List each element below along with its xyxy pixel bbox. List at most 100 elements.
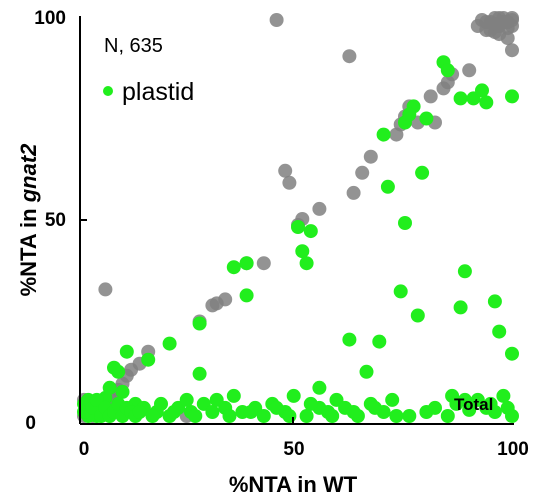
plastid-point-112 xyxy=(303,396,318,411)
plastid-point-15 xyxy=(457,264,472,279)
plastid-point-16 xyxy=(453,300,468,315)
plastid-point-32 xyxy=(393,284,408,299)
total-point-43 xyxy=(256,256,271,271)
plastid-point-109 xyxy=(243,405,258,419)
legend-plastid-marker xyxy=(103,86,113,96)
plastid-point-4 xyxy=(475,83,489,98)
plastid-point-57 xyxy=(115,384,130,399)
total-point-3 xyxy=(462,63,477,78)
plastid-point-65 xyxy=(205,405,220,419)
plastid-point-106 xyxy=(188,409,203,423)
total-point-34 xyxy=(389,127,404,142)
plastid-point-102 xyxy=(145,409,160,423)
plastid-point-46 xyxy=(162,336,177,351)
plastid-point-116 xyxy=(389,409,404,423)
y-tick-label-100: 100 xyxy=(34,8,66,29)
total-point-1 xyxy=(98,282,113,297)
plastid-point-38 xyxy=(295,244,310,259)
plastid-point-50 xyxy=(107,360,121,375)
plastid-point-41 xyxy=(239,288,254,303)
plastid-point-10 xyxy=(376,127,391,142)
total-point-40 xyxy=(282,175,297,190)
plastid-point-47 xyxy=(141,352,156,367)
y-axis-label: %NTA in gnat2 xyxy=(16,143,41,297)
plastid-point-13 xyxy=(415,165,430,180)
plastid-point-70 xyxy=(256,409,271,423)
plastid-point-26 xyxy=(487,405,502,419)
x-axis-label: %NTA in WT xyxy=(229,472,358,497)
y-tick-label-0: 0 xyxy=(25,413,36,434)
axes: 0 50 100 0 50 100 %NTA in WT %NTA in gna… xyxy=(16,8,529,497)
plastid-point-31 xyxy=(410,308,425,323)
plastid-point-39 xyxy=(299,256,314,271)
plastid-point-111 xyxy=(282,409,297,423)
x-tick-label-0: 0 xyxy=(79,439,90,460)
annotations: N, 635 plastid Total xyxy=(103,35,493,414)
plastid-point-35 xyxy=(342,332,357,347)
plastid-point-114 xyxy=(346,405,361,419)
plastid-point-1 xyxy=(440,63,455,78)
total-point-38 xyxy=(312,201,327,216)
total-point-23 xyxy=(487,11,502,25)
total-point-41 xyxy=(278,163,293,178)
total-point-35 xyxy=(363,149,378,164)
plastid-point-110 xyxy=(269,400,284,415)
total-point-24 xyxy=(505,43,519,58)
plastid-point-56 xyxy=(102,380,117,395)
plastid-point-34 xyxy=(359,364,374,379)
plastid-point-82 xyxy=(385,392,400,407)
total-point-47 xyxy=(205,298,220,313)
plastid-point-14 xyxy=(419,111,434,126)
plastid-point-115 xyxy=(368,400,382,415)
plastid-point-103 xyxy=(154,396,168,411)
y-tick-label-50: 50 xyxy=(45,210,66,231)
plastid-point-18 xyxy=(492,324,507,339)
total-point-2 xyxy=(342,49,357,64)
sample-count-label: N, 635 xyxy=(104,35,163,57)
plastid-point-17 xyxy=(487,294,502,309)
plastid-point-48 xyxy=(119,344,134,359)
plastid-point-83 xyxy=(402,409,417,423)
x-tick-label-50: 50 xyxy=(283,439,304,460)
points-layer xyxy=(77,11,519,423)
total-point-37 xyxy=(346,185,361,200)
plastid-point-44 xyxy=(192,316,207,331)
plastid-point-19 xyxy=(496,388,511,403)
total-point-28 xyxy=(423,89,438,104)
plastid-point-43 xyxy=(226,260,241,275)
plastid-point-40 xyxy=(303,224,318,239)
plastid-point-113 xyxy=(325,409,340,423)
plastid-point-86 xyxy=(449,396,464,411)
plastid-point-104 xyxy=(166,405,181,419)
corner-total-label: Total xyxy=(454,395,493,414)
plastid-point-85 xyxy=(440,409,455,423)
plastid-point-67 xyxy=(226,388,241,403)
y-axis-label-prefix: %NTA in xyxy=(16,202,41,296)
total-point-27 xyxy=(436,81,451,96)
plastid-point-5 xyxy=(479,95,494,110)
plastid-point-37 xyxy=(291,220,305,234)
plastid-point-45 xyxy=(192,366,207,381)
x-tick-label-100: 100 xyxy=(497,439,529,460)
plastid-point-25 xyxy=(505,409,519,423)
total-point-21 xyxy=(505,13,519,27)
total-point-36 xyxy=(355,165,370,180)
plastid-point-105 xyxy=(179,392,194,407)
legend-plastid-label: plastid xyxy=(122,78,194,106)
plastid-point-33 xyxy=(372,334,387,349)
plastid-point-6 xyxy=(505,89,519,104)
plastid-point-73 xyxy=(286,388,301,403)
plastid-point-12 xyxy=(398,216,412,230)
plastid-point-9 xyxy=(402,107,417,122)
plastid-point-74 xyxy=(299,409,314,423)
plastid-point-42 xyxy=(239,256,254,271)
total-point-0 xyxy=(269,13,284,27)
plastid-point-101 xyxy=(132,405,147,419)
plastid-point-107 xyxy=(209,392,224,407)
plastid-point-2 xyxy=(453,91,468,106)
plastid-point-108 xyxy=(222,409,237,423)
y-axis-label-gene: gnat2 xyxy=(16,143,41,203)
plastid-point-36 xyxy=(312,380,327,395)
plastid-point-20 xyxy=(505,346,519,361)
